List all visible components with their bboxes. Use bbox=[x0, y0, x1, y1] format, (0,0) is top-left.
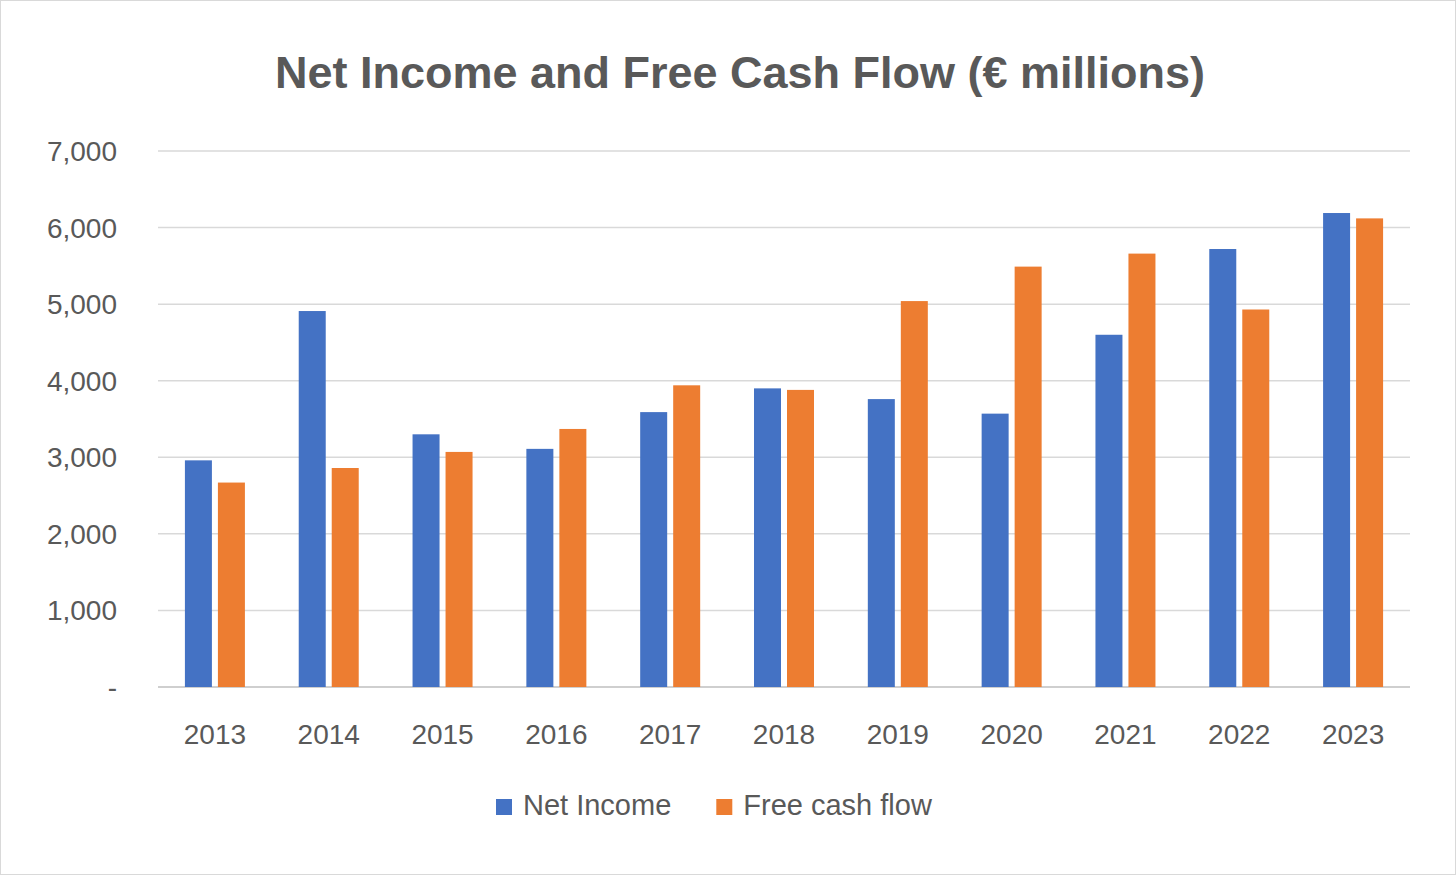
bar bbox=[1128, 254, 1155, 687]
bar bbox=[868, 399, 895, 687]
bar bbox=[559, 429, 586, 687]
x-tick-label: 2016 bbox=[525, 719, 587, 750]
grid-line bbox=[158, 227, 1410, 229]
x-tick-label: 2023 bbox=[1322, 719, 1384, 750]
bar bbox=[1242, 310, 1269, 687]
bar bbox=[185, 460, 212, 687]
bar bbox=[1095, 335, 1122, 687]
legend-swatch bbox=[716, 799, 732, 815]
chart: Net Income and Free Cash Flow (€ million… bbox=[0, 0, 1456, 875]
y-tick-label: 6,000 bbox=[47, 213, 117, 244]
y-tick-label: 5,000 bbox=[47, 289, 117, 320]
bar bbox=[754, 388, 781, 687]
y-tick-label: 4,000 bbox=[47, 366, 117, 397]
x-tick-label: 2022 bbox=[1208, 719, 1270, 750]
y-tick-label: - bbox=[108, 672, 117, 703]
legend-label: Net Income bbox=[523, 789, 671, 821]
bar bbox=[673, 385, 700, 687]
bar bbox=[1015, 267, 1042, 687]
x-tick-label: 2017 bbox=[639, 719, 701, 750]
x-tick-label: 2014 bbox=[298, 719, 360, 750]
grid-line bbox=[158, 150, 1410, 152]
legend-swatch bbox=[496, 799, 512, 815]
title: Net Income and Free Cash Flow (€ million… bbox=[275, 47, 1205, 98]
x-tick-label: 2015 bbox=[411, 719, 473, 750]
y-tick-label: 2,000 bbox=[47, 519, 117, 550]
chart-border bbox=[1, 1, 1456, 875]
bar bbox=[640, 412, 667, 687]
bar bbox=[982, 414, 1009, 687]
bar bbox=[413, 434, 440, 687]
x-tick-label: 2020 bbox=[980, 719, 1042, 750]
x-tick-label: 2018 bbox=[753, 719, 815, 750]
y-tick-label: 1,000 bbox=[47, 595, 117, 626]
x-tick-label: 2019 bbox=[867, 719, 929, 750]
legend: Net Income Free cash flow bbox=[496, 789, 933, 821]
bar bbox=[901, 301, 928, 687]
bar bbox=[299, 311, 326, 687]
y-tick-label: 3,000 bbox=[47, 442, 117, 473]
bar bbox=[1356, 218, 1383, 687]
bar bbox=[787, 390, 814, 687]
bar bbox=[526, 449, 553, 687]
bar bbox=[1209, 249, 1236, 687]
x-tick-label: 2013 bbox=[184, 719, 246, 750]
bar bbox=[446, 452, 473, 687]
bars bbox=[185, 213, 1383, 687]
bar bbox=[1323, 213, 1350, 687]
y-tick-label: 7,000 bbox=[47, 136, 117, 167]
legend-label: Free cash flow bbox=[743, 789, 933, 821]
bar bbox=[218, 483, 245, 687]
bar bbox=[332, 468, 359, 687]
x-tick-label: 2021 bbox=[1094, 719, 1156, 750]
